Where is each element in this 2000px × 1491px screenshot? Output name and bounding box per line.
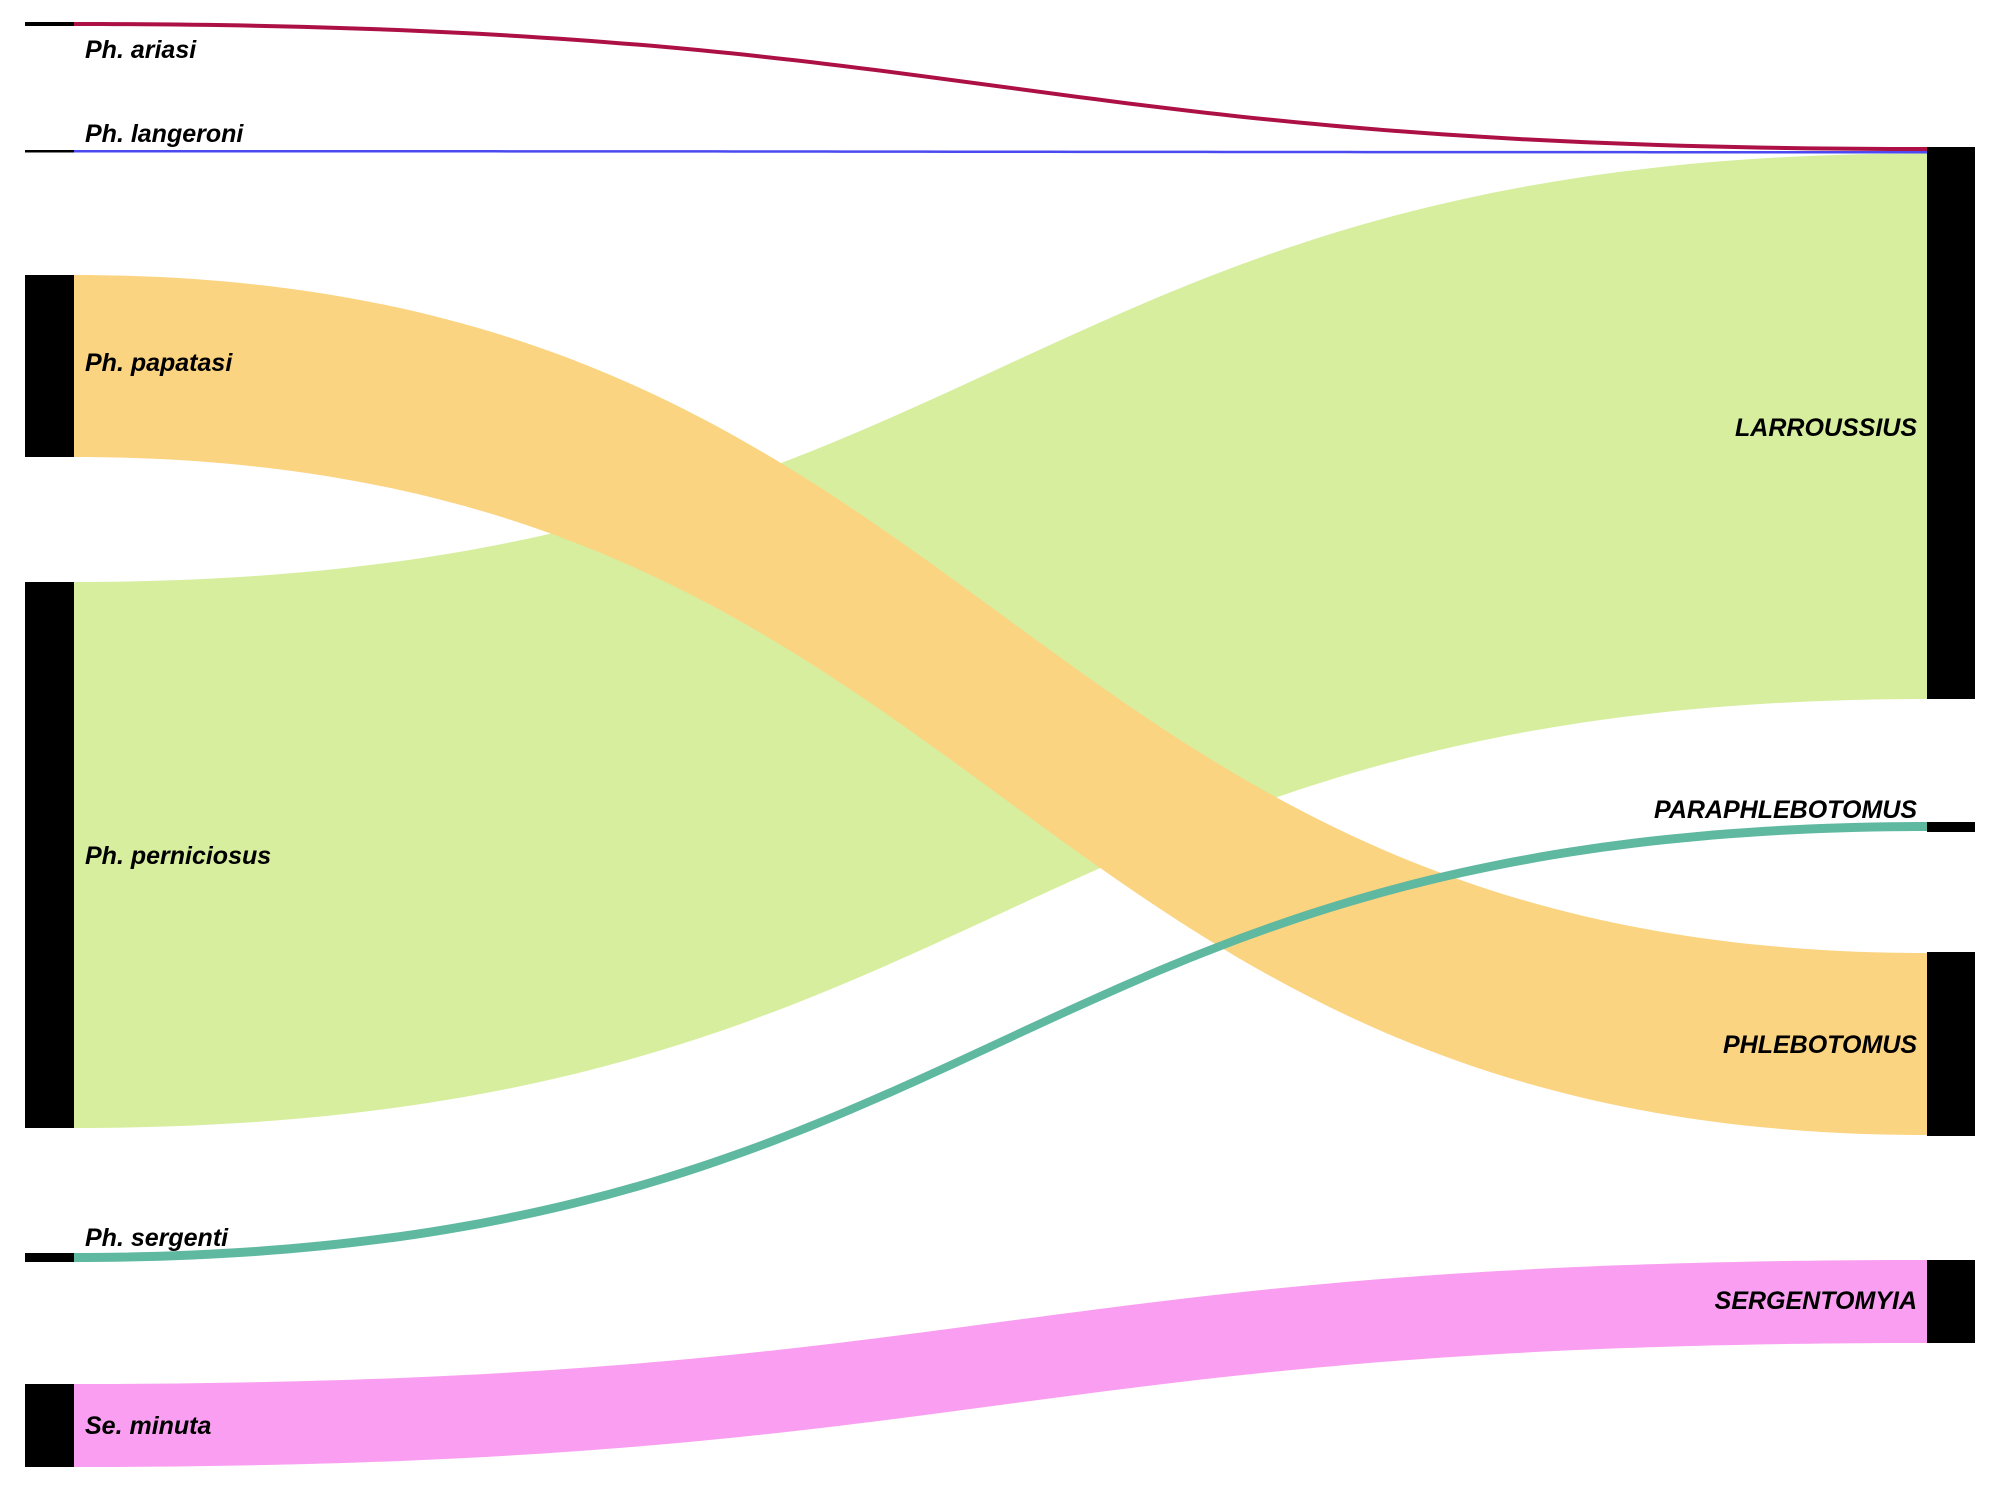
sankey-node-sergentomyia[interactable] <box>1927 1260 1975 1343</box>
node-label-ph_langeroni: Ph. langeroni <box>85 120 244 148</box>
sankey-node-ph_papatasi[interactable] <box>25 275 74 457</box>
node-label-sergentomyia: SERGENTOMYIA <box>1715 1287 1917 1315</box>
node-label-ph_sergenti: Ph. sergenti <box>85 1224 229 1252</box>
node-label-larroussius: LARROUSSIUS <box>1735 414 1917 442</box>
sankey-node-ph_langeroni[interactable] <box>25 150 74 153</box>
sankey-node-ph_sergenti[interactable] <box>25 1253 74 1262</box>
sankey-link-ph_papatasi-phlebotomus[interactable] <box>74 275 1927 1135</box>
node-label-ph_ariasi: Ph. ariasi <box>85 36 197 64</box>
sankey-node-larroussius[interactable] <box>1927 147 1975 699</box>
sankey-link-ph_langeroni-larroussius[interactable] <box>74 150 1927 154</box>
sankey-nodes <box>25 22 1975 1467</box>
node-label-phlebotomus: PHLEBOTOMUS <box>1723 1031 1917 1059</box>
node-label-ph_perniciosus: Ph. perniciosus <box>85 842 271 870</box>
sankey-link-se_minuta-sergentomyia[interactable] <box>74 1260 1927 1467</box>
sankey-node-phlebotomus[interactable] <box>1927 952 1975 1136</box>
sankey-link-ph_sergenti-paraphlebotomus[interactable] <box>74 822 1927 1262</box>
sankey-node-ph_ariasi[interactable] <box>25 22 74 26</box>
sankey-node-ph_perniciosus[interactable] <box>25 582 74 1128</box>
node-label-se_minuta: Se. minuta <box>85 1412 212 1440</box>
node-label-ph_papatasi: Ph. papatasi <box>85 349 233 377</box>
sankey-link-ph_ariasi-larroussius[interactable] <box>74 22 1927 151</box>
sankey-links <box>74 22 1927 1467</box>
sankey-node-se_minuta[interactable] <box>25 1384 74 1467</box>
sankey-node-paraphlebotomus[interactable] <box>1927 822 1975 832</box>
node-label-paraphlebotomus: PARAPHLEBOTOMUS <box>1654 796 1917 824</box>
sankey-labels: Ph. ariasi Ph. langeroni Ph. papatasi Ph. p… <box>85 36 1917 1440</box>
